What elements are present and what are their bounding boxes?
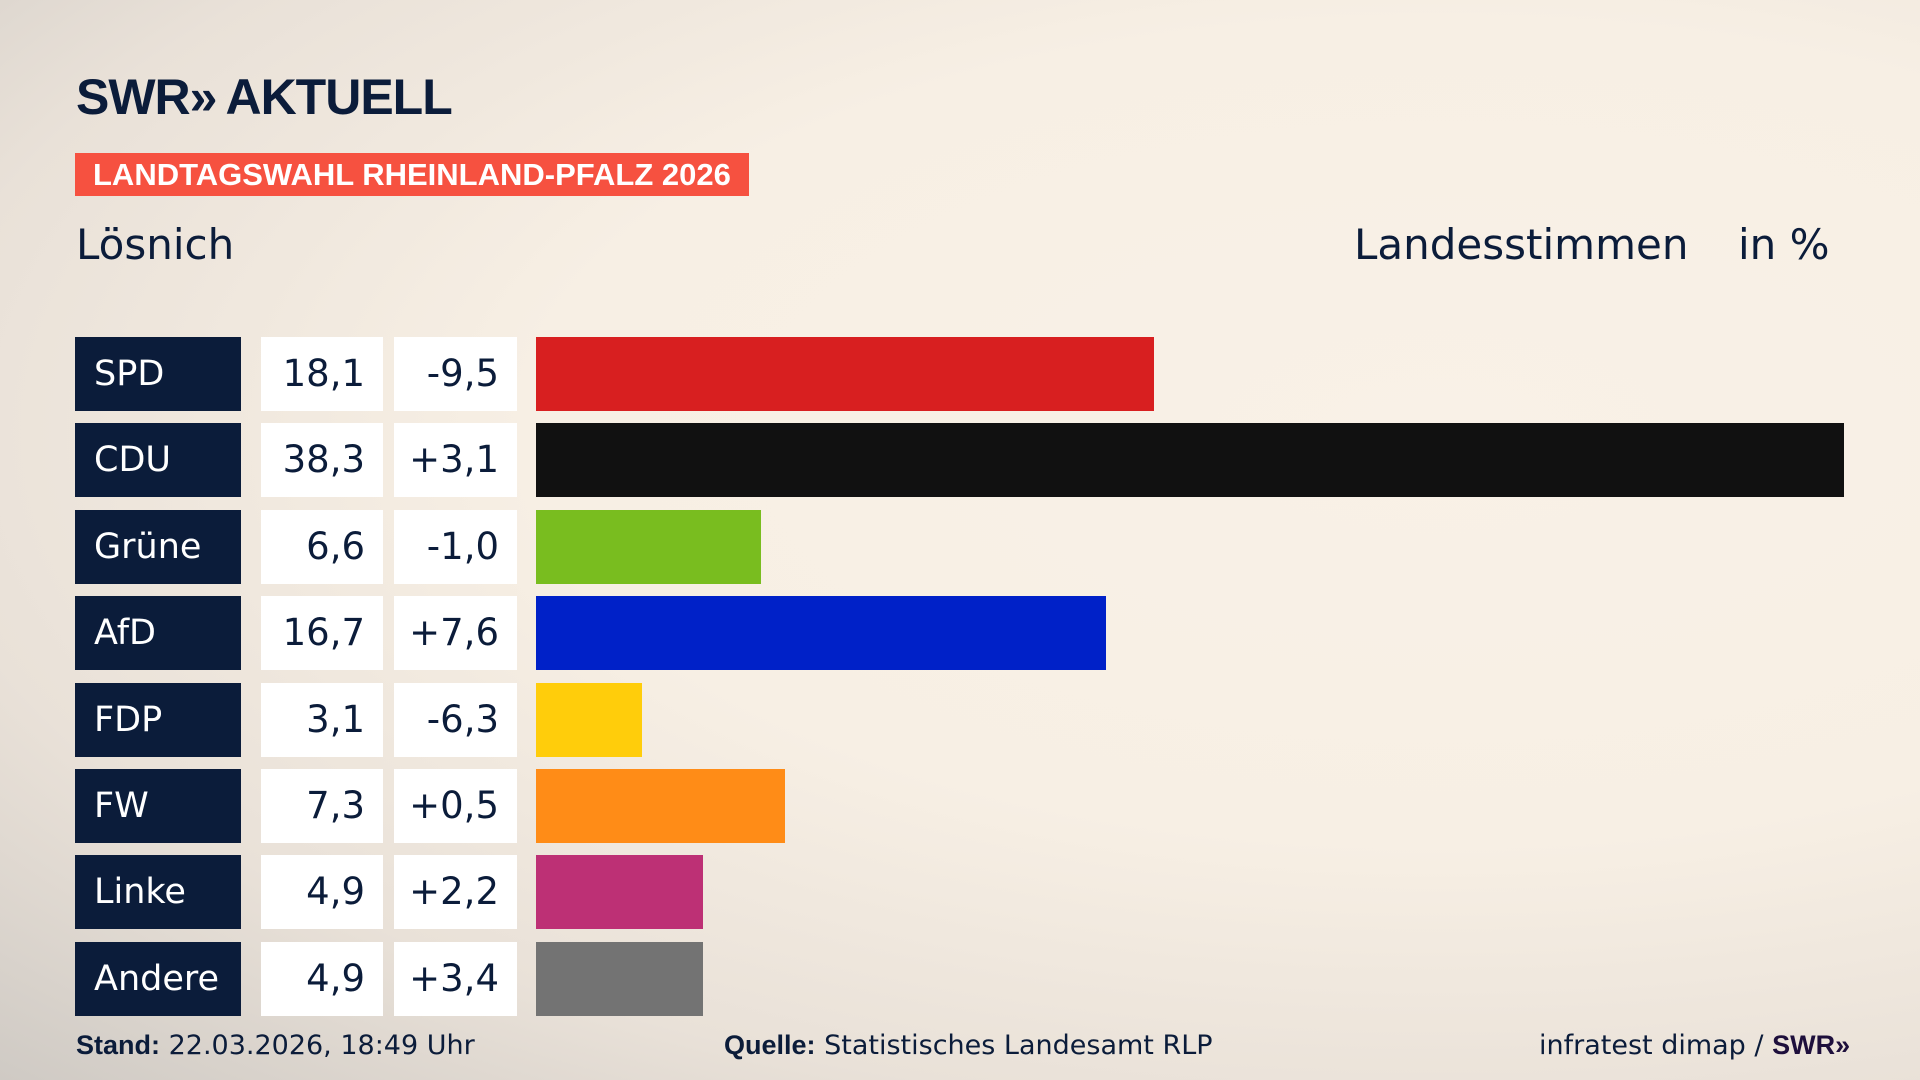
party-label: SPD (75, 337, 241, 411)
party-label: CDU (75, 423, 241, 498)
bar (536, 682, 642, 757)
source-label: Quelle: (724, 1030, 816, 1060)
party-label: FDP (75, 682, 241, 757)
diff-label: -1,0 (394, 509, 517, 584)
source-value: Statistisches Landesamt RLP (824, 1030, 1213, 1061)
party-label: Andere (75, 941, 241, 1016)
unit-label: in % (1738, 220, 1830, 269)
diff-label: +7,6 (394, 596, 517, 671)
diff-label: -6,3 (394, 682, 517, 757)
value-label: 4,9 (261, 855, 383, 930)
footer-source: Quelle: Statistisches Landesamt RLP (724, 1030, 1213, 1061)
party-label: AfD (75, 596, 241, 671)
footer-credit: infratest dimap / SWR» (1539, 1030, 1850, 1061)
swr-logo-small: SWR» (1772, 1030, 1851, 1060)
party-label: FW (75, 769, 241, 843)
value-label: 7,3 (261, 769, 383, 843)
value-label: 38,3 (261, 423, 383, 498)
diff-label: +2,2 (394, 855, 517, 930)
logo-aktuell: AKTUELL (225, 69, 452, 125)
logo-chevron-icon: » (189, 69, 218, 125)
bar (536, 596, 1107, 671)
footer-stand: Stand: 22.03.2026, 18:49 Uhr (76, 1030, 475, 1061)
value-label: 3,1 (261, 682, 383, 757)
bar (536, 509, 762, 584)
election-banner: LANDTAGSWAHL RHEINLAND-PFALZ 2026 (75, 153, 749, 196)
bar (536, 941, 704, 1016)
diff-label: +3,4 (394, 941, 517, 1016)
value-label: 16,7 (261, 596, 383, 671)
logo-swr: SWR (76, 69, 191, 125)
stand-label: Stand: (76, 1030, 160, 1060)
value-label: 6,6 (261, 509, 383, 584)
diff-label: +0,5 (394, 769, 517, 843)
bar (536, 423, 1844, 498)
metric-label: Landesstimmen (1354, 220, 1689, 269)
bar (536, 337, 1155, 411)
credit-text: infratest dimap / (1539, 1030, 1764, 1061)
stand-value: 22.03.2026, 18:49 Uhr (168, 1030, 475, 1061)
diff-label: -9,5 (394, 337, 517, 411)
value-label: 4,9 (261, 941, 383, 1016)
diff-label: +3,1 (394, 423, 517, 498)
party-label: Grüne (75, 509, 241, 584)
party-label: Linke (75, 855, 241, 930)
value-label: 18,1 (261, 337, 383, 411)
bar (536, 769, 786, 843)
place-title: Lösnich (76, 220, 235, 269)
swr-aktuell-logo: SWR» AKTUELL (76, 68, 453, 126)
bar (536, 855, 704, 930)
